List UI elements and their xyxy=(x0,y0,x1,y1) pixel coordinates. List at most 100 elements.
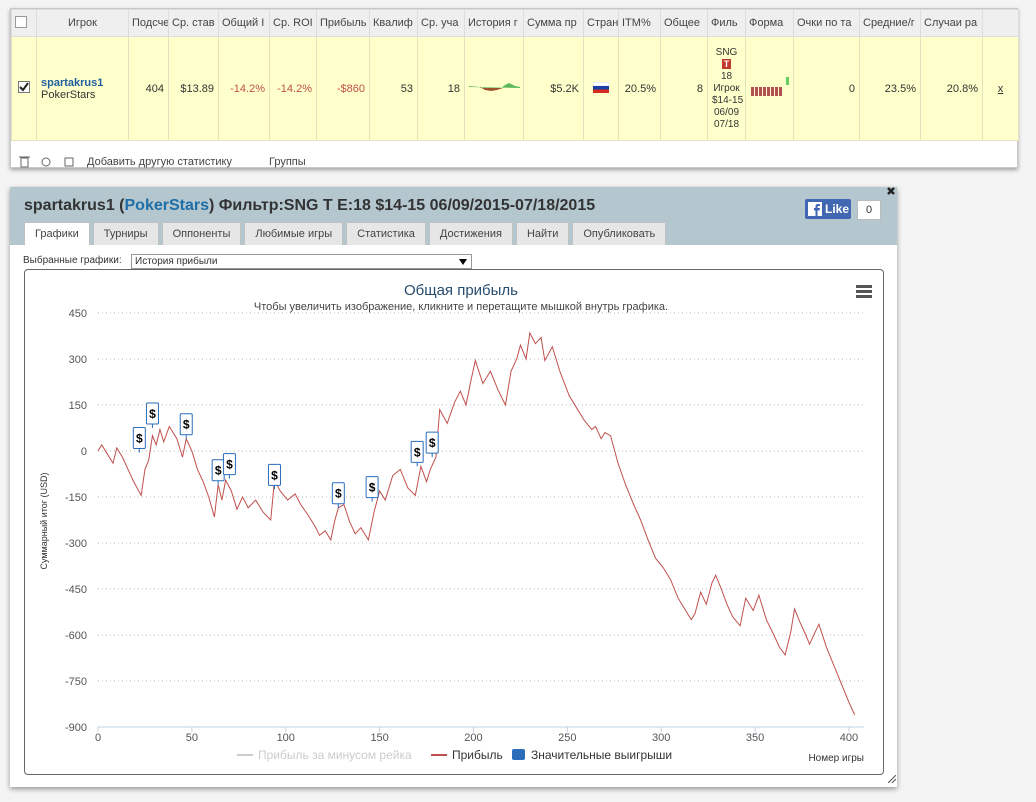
flag-box xyxy=(365,476,379,499)
x-tick-label: 400 xyxy=(840,732,858,744)
y-tick-label: 450 xyxy=(69,308,87,320)
flag-box xyxy=(179,413,193,436)
column-header xyxy=(982,9,1019,37)
remove-link[interactable]: x xyxy=(982,36,1019,141)
column-header: Общее xyxy=(660,9,708,37)
flag-marker[interactable]: $ xyxy=(425,431,439,458)
tab[interactable]: Оппоненты xyxy=(161,222,242,245)
flag-symbol: $ xyxy=(226,458,233,472)
selector-label: Выбранные графики: xyxy=(23,255,122,266)
tab[interactable]: Любимые игры xyxy=(244,222,344,245)
legend-item[interactable]: Значительные выигрыши xyxy=(512,748,672,762)
chart-box: Общая прибыль Чтобы увеличить изображение… xyxy=(24,269,884,775)
column-header: Средние/г xyxy=(859,9,921,37)
legend-label: Значительные выигрыши xyxy=(531,748,672,762)
column-header: Общий I xyxy=(218,9,270,37)
flag-symbol: $ xyxy=(215,464,222,478)
y-tick-label: -600 xyxy=(65,630,87,642)
sparkline-cell xyxy=(464,36,524,141)
legend-label: Прибыль за минусом рейка xyxy=(258,748,412,762)
flag-box xyxy=(222,453,236,476)
tab[interactable]: Турниры xyxy=(92,222,159,245)
cell: 53 xyxy=(369,36,418,141)
form-cell xyxy=(745,36,794,141)
like-text: Like xyxy=(825,202,850,216)
dropdown-arrow xyxy=(459,259,467,265)
like-button[interactable]: Like xyxy=(805,199,851,219)
form-bars xyxy=(751,77,789,96)
flag-symbol: $ xyxy=(335,487,342,501)
add-stat-button[interactable]: Добавить другую статистику xyxy=(87,156,232,168)
title-site[interactable]: PokerStars xyxy=(124,197,210,214)
legend-item[interactable]: Прибыль xyxy=(431,748,503,762)
chart: Общая прибыль Чтобы увеличить изображение… xyxy=(39,282,872,764)
title-player: spartakrus1 ( xyxy=(24,197,125,214)
tab[interactable]: Графики xyxy=(24,222,90,245)
x-axis-label: Номер игры xyxy=(808,753,864,764)
menu-bar xyxy=(856,295,872,298)
x-tick-label: 200 xyxy=(464,732,482,744)
row-select[interactable] xyxy=(11,36,37,141)
site: PokerStars xyxy=(41,88,96,101)
panel-title: spartakrus1 (PokerStars) Фильтр:SNG T E:… xyxy=(24,197,595,215)
filter-line: 06/09 xyxy=(713,106,740,118)
y-tick-label: -900 xyxy=(65,722,87,734)
column-header: Случаи ра xyxy=(920,9,983,37)
cell: 404 xyxy=(128,36,169,141)
groups-button[interactable]: Группы xyxy=(269,156,306,168)
flag xyxy=(592,81,610,93)
menu-bar xyxy=(856,290,872,293)
x-tick-label: 100 xyxy=(277,732,295,744)
tab[interactable]: Достижения xyxy=(428,222,513,245)
checkbox[interactable] xyxy=(15,15,27,28)
like-count: 0 xyxy=(857,200,881,220)
flag-symbol: $ xyxy=(149,407,156,421)
flag-symbol: $ xyxy=(136,432,143,446)
player-link[interactable]: spartakrus1 xyxy=(41,76,104,89)
flag-symbol: $ xyxy=(183,418,190,432)
flag-marker[interactable]: $ xyxy=(267,463,281,490)
cell: -14.2% xyxy=(269,36,317,141)
column-header: ITM% xyxy=(618,9,661,37)
flag-marker[interactable]: $ xyxy=(410,440,424,467)
flag-marker[interactable]: $ xyxy=(132,427,146,453)
close-button[interactable] xyxy=(884,184,898,198)
y-tick-label: 150 xyxy=(69,400,87,412)
tab[interactable]: Найти xyxy=(515,222,570,245)
tab[interactable]: Опубликовать xyxy=(572,222,667,245)
flag-marker[interactable]: $ xyxy=(179,413,193,439)
column-header: Ср. ROI xyxy=(269,9,317,37)
cell: 23.5% xyxy=(859,36,921,141)
checkbox[interactable] xyxy=(18,81,30,93)
tab[interactable]: Статистика xyxy=(346,222,426,245)
x-tick-label: 300 xyxy=(652,732,670,744)
flag-box xyxy=(425,431,439,454)
flag-marker[interactable]: $ xyxy=(222,453,236,479)
select-all[interactable] xyxy=(11,9,37,37)
column-header: Стран xyxy=(583,9,619,37)
chart-selector[interactable]: История прибыли xyxy=(131,254,472,269)
cell: 8 xyxy=(660,36,708,141)
flag-cell xyxy=(583,36,619,141)
flag-box xyxy=(267,463,281,486)
selector-value: История прибыли xyxy=(135,256,218,267)
flag-marker[interactable]: $ xyxy=(331,482,345,508)
column-header: Очки по та xyxy=(793,9,860,37)
column-header: Сумма пр xyxy=(523,9,584,37)
legend-item[interactable]: Прибыль за минусом рейка xyxy=(237,748,412,762)
y-tick-label: -300 xyxy=(65,538,87,550)
filter-cell: SNG T 18 Игрок $14-15 06/09 07/18 xyxy=(707,36,746,141)
flag-marker[interactable]: $ xyxy=(145,402,159,428)
flag-symbol: $ xyxy=(429,436,436,450)
resize-handle[interactable] xyxy=(888,775,896,783)
column-header: История г xyxy=(464,9,524,37)
y-tick-label: 0 xyxy=(81,446,87,458)
column-header: Филь xyxy=(707,9,746,37)
toolbar-icons[interactable] xyxy=(19,155,129,169)
data-row: spartakrus1 PokerStars 404 $13.89 -14.2% … xyxy=(11,36,1019,141)
flag-marker[interactable]: $ xyxy=(211,459,225,485)
flag-marker[interactable]: $ xyxy=(365,476,379,502)
y-tick-label: 300 xyxy=(69,354,87,366)
cell: 0 xyxy=(793,36,860,141)
chart-menu[interactable] xyxy=(856,285,872,298)
